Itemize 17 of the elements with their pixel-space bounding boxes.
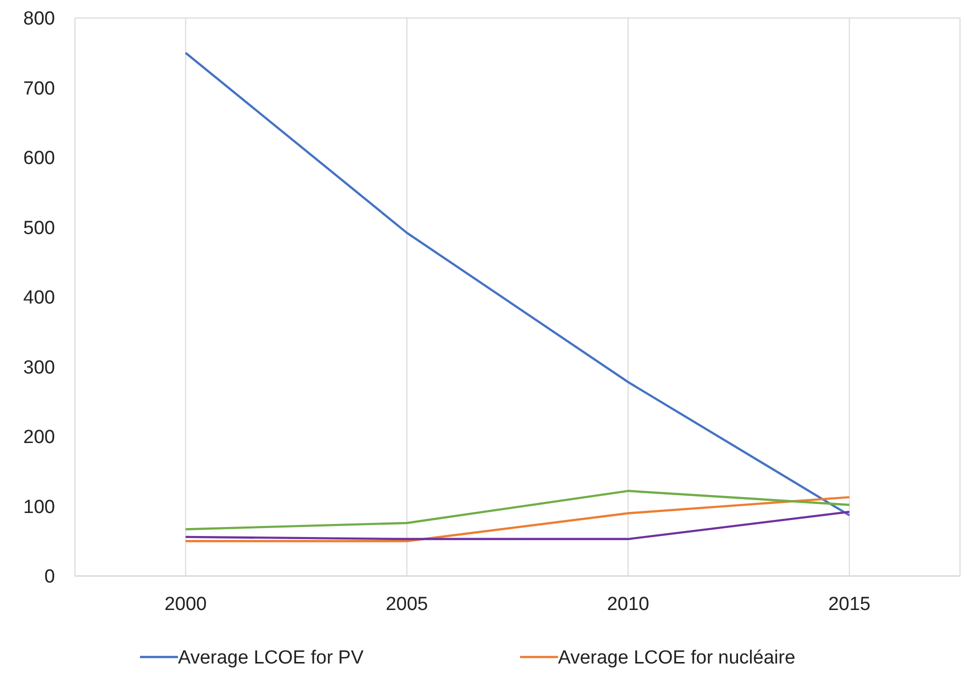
y-tick-label: 200 — [23, 427, 55, 448]
y-tick-label: 0 — [44, 566, 55, 588]
y-tick-label: 500 — [23, 218, 55, 239]
legend-label: Average LCOE for PV — [178, 648, 364, 669]
x-tick-label: 2005 — [386, 594, 428, 615]
y-tick-label: 700 — [23, 78, 55, 100]
y-tick-label: 300 — [23, 357, 55, 378]
x-tick-label: 2010 — [606, 594, 650, 615]
y-tick-label: 800 — [23, 8, 55, 30]
y-tick-label: 600 — [23, 148, 55, 170]
line-series — [184, 52, 850, 516]
line-series — [184, 490, 850, 530]
legend-label: Average LCOE for nucléaire — [558, 648, 796, 669]
y-tick-label: 400 — [23, 288, 55, 309]
y-tick-label: 100 — [23, 496, 55, 518]
x-tick-label: 2000 — [164, 594, 207, 615]
x-tick-label: 2015 — [828, 594, 871, 615]
